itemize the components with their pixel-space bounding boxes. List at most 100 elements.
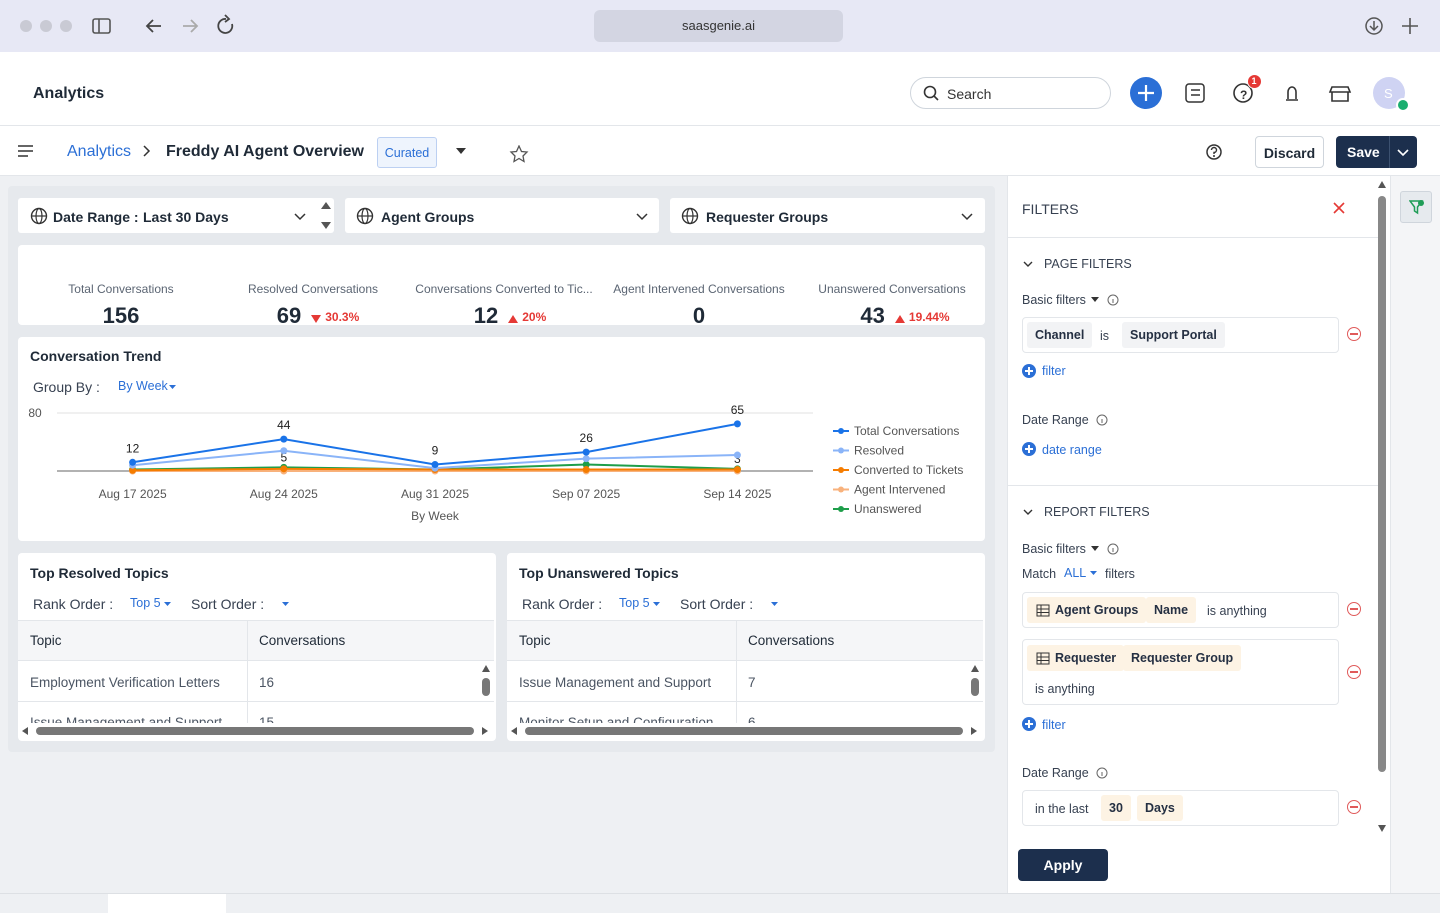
data-label: 12 xyxy=(126,441,140,455)
remove-filter[interactable] xyxy=(1347,602,1361,616)
column-header: Conversations xyxy=(259,633,346,648)
collapse-caret[interactable] xyxy=(1022,260,1034,268)
curated-badge: Curated xyxy=(377,137,437,168)
caret xyxy=(164,602,171,606)
filter-value: Support Portal xyxy=(1122,322,1225,348)
data-label: 9 xyxy=(432,443,439,457)
date-condition[interactable]: in the last 30 Days xyxy=(1022,790,1339,826)
apply-label: Apply xyxy=(1043,857,1083,873)
basic-filters[interactable]: Basic filters xyxy=(1022,542,1086,556)
help-mark: ? xyxy=(1240,88,1248,102)
close-icon[interactable] xyxy=(1333,202,1345,214)
filter-operator: is anything xyxy=(1035,682,1095,696)
save-caret xyxy=(1397,149,1409,157)
breadcrumb-sep xyxy=(143,145,151,157)
collapse-caret[interactable] xyxy=(1022,508,1034,516)
agent-groups-label: Agent Groups xyxy=(381,209,475,225)
remove-filter[interactable] xyxy=(1347,665,1361,679)
help-icon[interactable] xyxy=(1205,143,1223,161)
requester-groups-filter[interactable]: Requester Groups xyxy=(670,198,985,233)
spinner[interactable] xyxy=(319,200,333,232)
cell: 7 xyxy=(748,675,756,690)
table-title: Top Unanswered Topics xyxy=(519,565,679,581)
url-bar[interactable]: saasgenie.ai xyxy=(594,10,843,42)
apply-button[interactable]: Apply xyxy=(1018,849,1108,881)
kpi-label: Resolved Conversations xyxy=(247,282,379,296)
filter-toggle[interactable] xyxy=(1400,191,1432,223)
match-label: Match xyxy=(1022,567,1057,581)
cell: 16 xyxy=(259,675,275,690)
rank-value[interactable]: Top 5 xyxy=(130,596,161,610)
cell: Issue Management and Support xyxy=(519,675,712,690)
date-range-title: Date Range xyxy=(1022,413,1089,427)
kpi-number: 0 xyxy=(692,303,706,325)
scrollbars[interactable] xyxy=(507,661,985,741)
kpi-change: 20% xyxy=(522,310,547,325)
toolbar-icons[interactable] xyxy=(455,145,535,163)
basic-caret-info xyxy=(1091,294,1119,306)
chart-title: Conversation Trend xyxy=(30,348,161,364)
point xyxy=(582,455,590,463)
panel-scrollbar[interactable] xyxy=(1374,178,1390,838)
save-label: Save xyxy=(1347,144,1380,160)
legend-label: Unanswered xyxy=(854,502,921,516)
filter-condition[interactable]: Channel is Support Portal xyxy=(1022,317,1339,353)
x-tick-label: Aug 17 2025 xyxy=(99,487,167,501)
legend-marker xyxy=(838,447,844,454)
column-header: Conversations xyxy=(748,633,835,648)
filter-field: Channel xyxy=(1027,322,1093,348)
add-date-range[interactable]: date range xyxy=(1042,443,1102,457)
section-title: REPORT FILTERS xyxy=(1044,505,1150,519)
filter-condition[interactable]: Requester Requester Group is anything xyxy=(1022,639,1339,705)
add-icon xyxy=(1022,442,1036,456)
filter-subfield: Name xyxy=(1146,597,1197,623)
globe-icon xyxy=(681,207,699,225)
point xyxy=(431,460,439,468)
caret xyxy=(294,213,306,221)
header-icons xyxy=(1130,77,1410,112)
match-suffix: filters xyxy=(1105,567,1135,581)
browser-controls xyxy=(20,14,234,34)
filter-condition[interactable]: Agent Groups Name is anything xyxy=(1022,592,1339,628)
menu-icon[interactable] xyxy=(17,144,35,158)
legend-label: Converted to Tickets xyxy=(854,463,963,477)
date-operator: in the last xyxy=(1035,802,1089,816)
bottom-bar xyxy=(0,893,1440,914)
rank-value[interactable]: Top 5 xyxy=(619,596,650,610)
remove-filter[interactable] xyxy=(1347,327,1361,341)
group-by-value[interactable]: By Week xyxy=(118,379,168,393)
scrollbars[interactable] xyxy=(18,661,496,741)
caret xyxy=(169,385,176,389)
date-range-title: Date Range xyxy=(1022,766,1089,780)
add-filter[interactable]: filter xyxy=(1042,364,1066,378)
legend-marker xyxy=(838,506,844,512)
discard-button[interactable]: Discard xyxy=(1255,136,1324,168)
x-tick-label: Aug 24 2025 xyxy=(250,487,318,501)
caret xyxy=(961,213,973,221)
date-range-filter[interactable]: Date Range : Last 30 Days xyxy=(18,198,334,233)
avatar-initial: S xyxy=(1384,86,1393,101)
globe-icon xyxy=(30,207,48,225)
basic-filters[interactable]: Basic filters xyxy=(1022,293,1086,307)
browser-bar: saasgenie.ai xyxy=(0,0,1440,52)
point xyxy=(733,451,741,459)
discard-label: Discard xyxy=(1263,145,1316,161)
remove-filter[interactable] xyxy=(1347,800,1361,814)
breadcrumb-link[interactable]: Analytics xyxy=(67,143,132,160)
data-label: 26 xyxy=(580,431,594,445)
kpi-value: 156 xyxy=(26,303,216,325)
match-value[interactable]: ALL xyxy=(1064,566,1087,580)
add-icon xyxy=(1022,717,1036,731)
sort-label: Sort Order : xyxy=(680,596,754,612)
search-box[interactable]: Search xyxy=(910,77,1111,109)
point xyxy=(582,466,590,474)
agent-groups-filter[interactable]: Agent Groups xyxy=(345,198,659,233)
data-label: 65 xyxy=(731,403,745,417)
add-filter[interactable]: filter xyxy=(1042,718,1066,732)
point xyxy=(280,447,288,455)
url: saasgenie.ai xyxy=(682,18,755,33)
save-button[interactable]: Save xyxy=(1336,136,1417,168)
point xyxy=(129,458,137,466)
